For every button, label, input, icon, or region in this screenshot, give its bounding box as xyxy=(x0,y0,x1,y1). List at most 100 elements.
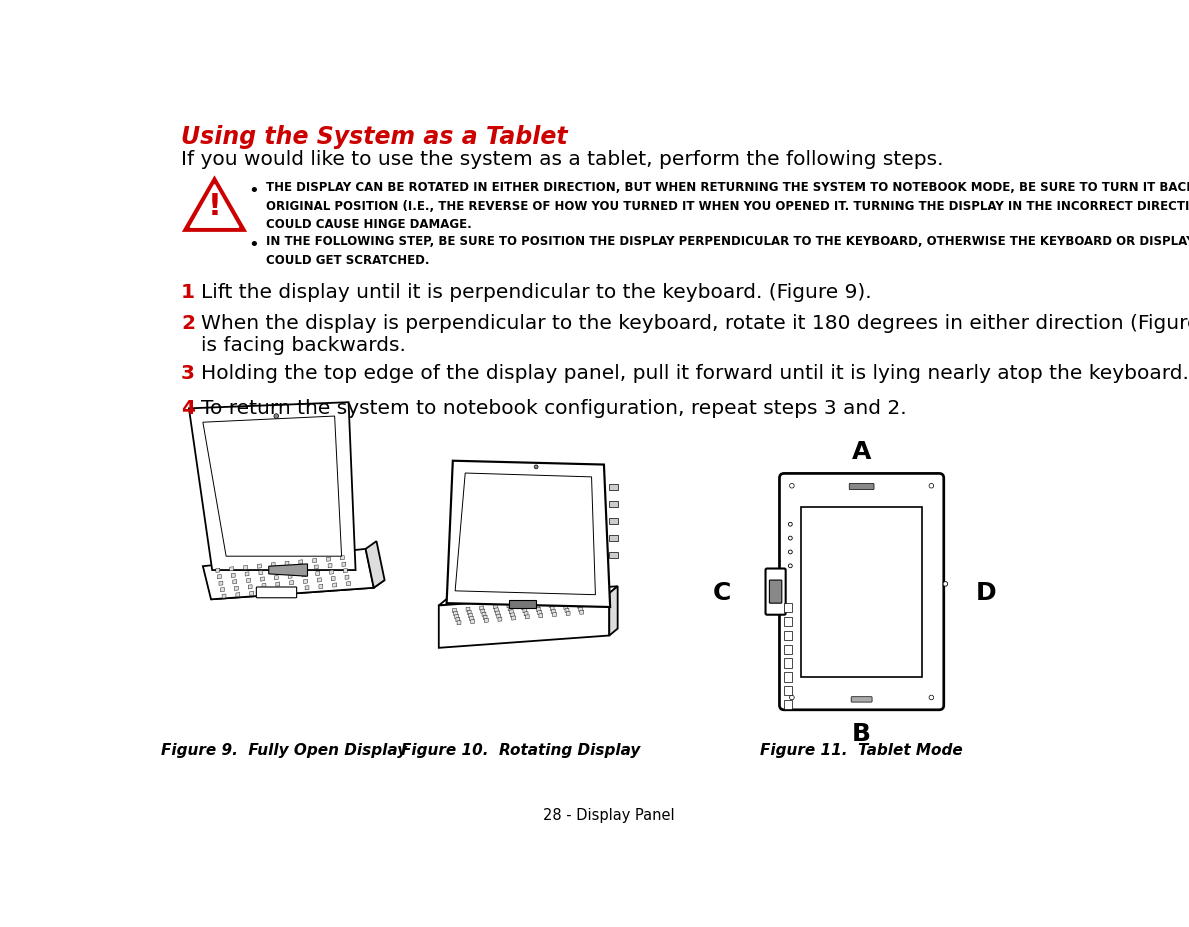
Polygon shape xyxy=(539,614,543,618)
Polygon shape xyxy=(184,179,245,231)
Polygon shape xyxy=(234,587,238,590)
Polygon shape xyxy=(264,590,268,594)
Text: •: • xyxy=(247,235,259,254)
Polygon shape xyxy=(497,615,501,618)
Text: Figure 10.  Rotating Display: Figure 10. Rotating Display xyxy=(401,742,641,757)
Polygon shape xyxy=(466,607,470,612)
Polygon shape xyxy=(332,577,335,581)
Bar xyxy=(784,700,792,709)
Bar xyxy=(609,484,618,490)
Circle shape xyxy=(788,537,792,540)
Polygon shape xyxy=(276,582,279,587)
Polygon shape xyxy=(453,609,457,613)
Polygon shape xyxy=(301,566,304,571)
Polygon shape xyxy=(328,564,332,568)
FancyBboxPatch shape xyxy=(766,569,786,615)
Circle shape xyxy=(929,695,933,700)
Polygon shape xyxy=(316,572,320,576)
Polygon shape xyxy=(259,571,263,575)
Polygon shape xyxy=(277,589,282,593)
Polygon shape xyxy=(203,416,341,556)
Bar xyxy=(784,673,792,681)
Polygon shape xyxy=(203,550,373,600)
Polygon shape xyxy=(609,587,617,636)
Polygon shape xyxy=(496,611,499,616)
FancyBboxPatch shape xyxy=(849,484,874,490)
Polygon shape xyxy=(244,565,247,570)
Text: THE DISPLAY CAN BE ROTATED IN EITHER DIRECTION, BUT WHEN RETURNING THE SYSTEM TO: THE DISPLAY CAN BE ROTATED IN EITHER DIR… xyxy=(266,182,1189,231)
Polygon shape xyxy=(580,611,584,615)
Text: 28 - Display Panel: 28 - Display Panel xyxy=(543,807,675,822)
Polygon shape xyxy=(562,603,567,606)
Polygon shape xyxy=(340,556,345,560)
Circle shape xyxy=(789,695,794,700)
Polygon shape xyxy=(218,575,221,579)
Text: !: ! xyxy=(208,192,221,221)
Polygon shape xyxy=(319,585,322,589)
Bar xyxy=(609,502,618,507)
Text: 4: 4 xyxy=(181,398,195,417)
Polygon shape xyxy=(272,569,277,574)
Polygon shape xyxy=(260,578,264,581)
Bar xyxy=(609,552,618,558)
Polygon shape xyxy=(303,579,308,584)
Polygon shape xyxy=(522,606,526,610)
Polygon shape xyxy=(285,562,289,565)
Text: D: D xyxy=(975,580,996,604)
Polygon shape xyxy=(333,583,336,588)
Polygon shape xyxy=(564,605,567,610)
FancyBboxPatch shape xyxy=(769,580,782,603)
Polygon shape xyxy=(257,565,262,568)
Polygon shape xyxy=(470,616,473,621)
Polygon shape xyxy=(249,585,252,590)
Polygon shape xyxy=(233,580,237,584)
Bar xyxy=(609,535,618,541)
Polygon shape xyxy=(526,616,529,619)
Polygon shape xyxy=(245,572,249,577)
Bar xyxy=(784,645,792,654)
Polygon shape xyxy=(453,612,458,616)
Polygon shape xyxy=(314,565,319,569)
Polygon shape xyxy=(232,574,235,578)
Text: 1: 1 xyxy=(181,283,195,302)
Circle shape xyxy=(943,582,948,587)
Polygon shape xyxy=(467,611,471,615)
Bar xyxy=(784,659,792,668)
Polygon shape xyxy=(439,587,617,606)
Bar xyxy=(801,507,923,677)
Polygon shape xyxy=(575,598,579,603)
Polygon shape xyxy=(290,581,294,585)
Circle shape xyxy=(788,565,792,568)
Polygon shape xyxy=(498,617,502,622)
Polygon shape xyxy=(566,612,570,616)
Polygon shape xyxy=(327,557,331,562)
Polygon shape xyxy=(229,567,233,571)
Text: Lift the display until it is perpendicular to the keyboard. (Figure 9).: Lift the display until it is perpendicul… xyxy=(201,283,872,302)
Bar xyxy=(784,686,792,695)
Text: Using the System as a Tablet: Using the System as a Tablet xyxy=(181,125,568,149)
Text: 3: 3 xyxy=(181,363,195,383)
Polygon shape xyxy=(347,582,351,586)
Polygon shape xyxy=(250,591,253,596)
Polygon shape xyxy=(210,580,384,600)
Polygon shape xyxy=(577,602,580,605)
Text: If you would like to use the system as a tablet, perform the following steps.: If you would like to use the system as a… xyxy=(181,149,944,169)
Polygon shape xyxy=(329,570,334,575)
Bar xyxy=(509,601,536,608)
Polygon shape xyxy=(535,604,540,609)
Polygon shape xyxy=(479,606,484,610)
FancyBboxPatch shape xyxy=(780,474,944,710)
Polygon shape xyxy=(288,575,292,578)
Text: To return the system to notebook configuration, repeat steps 3 and 2.: To return the system to notebook configu… xyxy=(201,398,906,417)
Polygon shape xyxy=(455,617,460,622)
Polygon shape xyxy=(510,613,515,617)
Polygon shape xyxy=(495,608,498,613)
Polygon shape xyxy=(483,616,487,619)
Polygon shape xyxy=(548,601,552,604)
Polygon shape xyxy=(565,608,568,613)
Polygon shape xyxy=(275,576,278,580)
Polygon shape xyxy=(536,608,541,612)
Polygon shape xyxy=(534,602,539,605)
Polygon shape xyxy=(287,568,290,572)
Text: C: C xyxy=(713,580,731,604)
